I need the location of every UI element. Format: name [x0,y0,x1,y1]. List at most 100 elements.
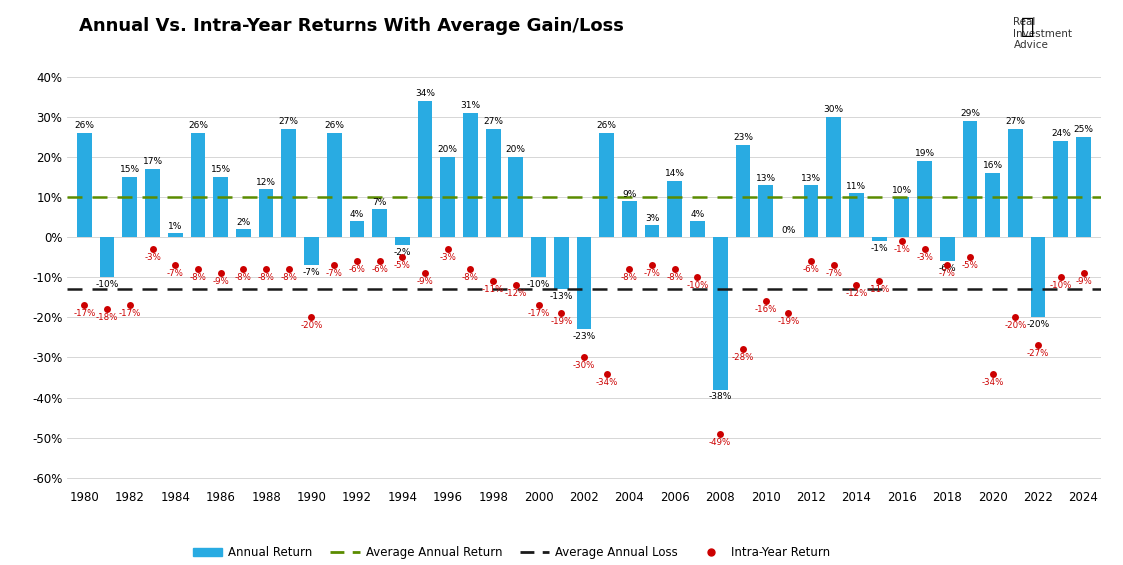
Point [166,260,184,270]
Text: 26%: 26% [325,121,344,131]
Text: -3%: -3% [916,253,933,262]
Text: -7%: -7% [303,268,320,277]
Bar [758,185,773,237]
Point [530,301,548,310]
Text: -12%: -12% [846,289,868,298]
Point [961,253,979,262]
Bar [191,133,206,237]
Bar [895,197,910,237]
Text: -27%: -27% [1026,350,1049,358]
Text: -5%: -5% [394,261,411,270]
Bar [962,121,977,237]
Text: 17%: 17% [143,158,163,167]
Point [1075,269,1093,278]
Bar [871,237,886,241]
Text: 13%: 13% [756,173,776,182]
Point [189,264,207,273]
Text: -10%: -10% [527,280,550,289]
Text: 31%: 31% [460,101,481,110]
Text: -11%: -11% [482,285,504,294]
Text: 15%: 15% [211,166,230,175]
Text: -8%: -8% [621,273,638,282]
Text: 0%: 0% [782,225,795,234]
Bar [645,225,659,237]
Bar [940,237,955,261]
Point [575,353,593,362]
Text: 15%: 15% [120,166,140,175]
Text: -8%: -8% [281,273,298,282]
Text: -8%: -8% [257,273,274,282]
Point [870,277,888,286]
Bar [509,157,523,237]
Bar [713,237,728,390]
Text: -1%: -1% [894,245,911,254]
Text: -11%: -11% [868,285,891,294]
Bar [736,145,750,237]
Bar [600,133,614,237]
Point [393,253,411,262]
Point [1052,273,1070,282]
Text: 🦅: 🦅 [1021,17,1034,37]
Bar [486,129,501,237]
Point [824,260,842,270]
Point [1006,313,1024,322]
Text: -6%: -6% [803,265,820,274]
Text: Annual Vs. Intra-Year Returns With Average Gain/Loss: Annual Vs. Intra-Year Returns With Avera… [79,17,623,35]
Text: -9%: -9% [212,277,229,286]
Text: 26%: 26% [188,121,208,131]
Text: -8%: -8% [666,273,683,282]
Text: -6%: -6% [372,265,389,274]
Text: 12%: 12% [256,177,276,186]
Point [484,277,502,286]
Text: -23%: -23% [573,332,595,341]
Text: -12%: -12% [504,289,527,298]
Text: -34%: -34% [595,377,618,386]
Bar [827,117,841,237]
Point [257,264,275,273]
Text: 13%: 13% [801,173,821,182]
Text: 3%: 3% [645,214,659,223]
Point [553,309,570,318]
Text: 26%: 26% [74,121,94,131]
Text: -17%: -17% [119,309,141,318]
Text: -3%: -3% [144,253,161,262]
Bar [1031,237,1046,318]
Point [98,305,116,314]
Text: -17%: -17% [73,309,95,318]
Bar [576,237,592,329]
Bar [804,185,819,237]
Text: -7%: -7% [643,269,660,278]
Bar [282,129,296,237]
Text: 11%: 11% [847,181,867,190]
Text: -20%: -20% [1004,321,1026,331]
Point [643,260,661,270]
Text: -5%: -5% [961,261,978,270]
Text: 20%: 20% [505,145,526,154]
Text: 7%: 7% [373,198,386,207]
Text: -6%: -6% [348,265,365,274]
Bar [349,221,364,237]
Text: -17%: -17% [528,309,550,318]
Bar [327,133,341,237]
Point [620,264,638,273]
Point [915,245,933,254]
Point [211,269,229,278]
Point [121,301,139,310]
Bar [77,133,92,237]
Text: 19%: 19% [914,149,934,158]
Text: -8%: -8% [462,273,478,282]
Text: -49%: -49% [709,438,731,447]
Bar [122,177,137,237]
Bar [1053,141,1068,237]
Point [439,245,457,254]
Point [893,237,911,246]
Text: -10%: -10% [1050,281,1072,290]
Text: 29%: 29% [960,109,980,118]
Text: 4%: 4% [691,210,704,219]
Text: -7%: -7% [326,269,343,278]
Text: -28%: -28% [732,354,755,363]
Text: 27%: 27% [279,118,299,127]
Text: 10%: 10% [892,185,912,194]
Bar [667,181,682,237]
Text: -3%: -3% [439,253,456,262]
